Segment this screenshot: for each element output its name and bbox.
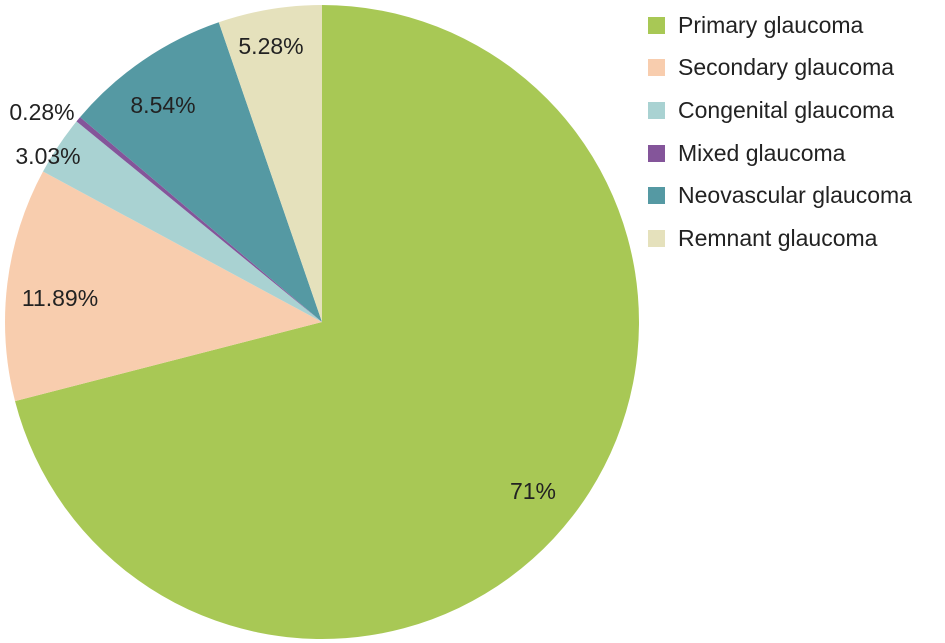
legend-label: Remnant glaucoma [678,224,878,251]
slice-label-mixed-glaucoma: 0.28% [9,99,74,125]
slice-label-congenital-glaucoma: 3.03% [15,143,80,169]
legend-swatch [648,16,665,34]
legend-label: Mixed glaucoma [678,139,846,166]
pie-slice-mixed-glaucoma [76,117,323,323]
pie-slice-secondary-glaucoma [5,171,322,402]
legend-label: Secondary glaucoma [678,54,895,81]
pie-slice-remnant-glaucoma [218,5,322,322]
slice-label-neovascular-glaucoma: 8.54% [130,92,195,118]
legend-label: Neovascular glaucoma [678,182,912,209]
slice-label-remnant-glaucoma: 5.28% [238,33,303,59]
legend-swatch [648,144,665,162]
slice-label-primary-glaucoma: 71% [510,478,556,504]
legend-label: Congenital glaucoma [678,96,895,123]
legend-swatch [648,187,665,205]
legend-item-primary-glaucoma: Primary glaucoma [648,4,912,47]
legend-item-remnant-glaucoma: Remnant glaucoma [648,217,912,260]
pie-chart: 71% 11.89% 3.03% 0.28% 8.54% 5.28% [5,5,640,639]
legend-item-congenital-glaucoma: Congenital glaucoma [648,89,912,132]
legend-swatch [648,101,665,119]
slice-label-secondary-glaucoma: 11.89% [22,285,98,311]
pie-slice-primary-glaucoma [15,5,640,639]
pie-slice-neovascular-glaucoma [80,22,322,323]
legend-label: Primary glaucoma [678,11,864,38]
legend-item-secondary-glaucoma: Secondary glaucoma [648,47,912,90]
pie-slice-congenital-glaucoma [43,121,322,323]
legend-item-neovascular-glaucoma: Neovascular glaucoma [648,174,912,217]
legend-swatch [648,229,665,247]
chart-legend: Primary glaucoma Secondary glaucoma Congen… [648,4,912,260]
legend-swatch [648,59,665,77]
legend-item-mixed-glaucoma: Mixed glaucoma [648,132,912,175]
